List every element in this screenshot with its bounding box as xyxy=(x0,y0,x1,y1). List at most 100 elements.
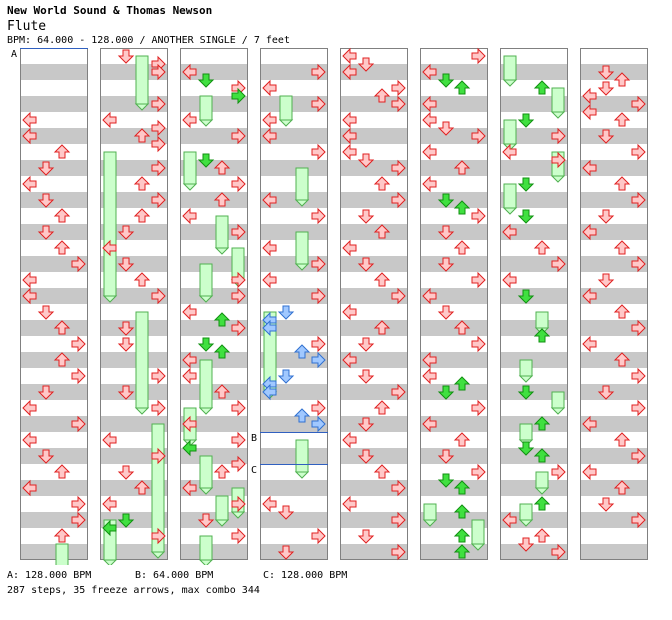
beat-stripe xyxy=(420,416,488,432)
left-arrow-icon xyxy=(502,511,517,529)
beat-stripe xyxy=(20,192,88,208)
beat-stripe xyxy=(500,96,568,112)
down-arrow-icon xyxy=(37,161,55,176)
left-arrow-icon xyxy=(502,223,517,241)
down-arrow-icon xyxy=(357,57,375,72)
up-arrow-icon xyxy=(373,176,391,191)
beat-stripe xyxy=(100,544,168,560)
down-arrow-icon xyxy=(37,449,55,464)
down-arrow-icon xyxy=(357,153,375,168)
down-arrow-icon xyxy=(117,225,135,240)
down-arrow-icon xyxy=(437,193,455,208)
up-arrow-icon xyxy=(453,160,471,175)
beat-stripe xyxy=(500,128,568,144)
beat-stripe xyxy=(260,96,328,112)
left-arrow-icon xyxy=(22,111,37,129)
freeze-arrow-tail xyxy=(294,263,310,271)
freeze-arrow-body xyxy=(135,311,149,409)
beat-stripe xyxy=(100,512,168,528)
down-arrow-icon xyxy=(517,537,535,552)
down-arrow-icon xyxy=(437,449,455,464)
beat-stripe xyxy=(20,160,88,176)
down-arrow-icon xyxy=(517,385,535,400)
up-arrow-icon xyxy=(453,504,471,519)
beat-stripe xyxy=(260,288,328,304)
left-arrow-icon xyxy=(582,463,597,481)
beat-stripe xyxy=(260,64,328,80)
down-arrow-icon xyxy=(597,129,615,144)
down-arrow-icon xyxy=(197,337,215,352)
beat-stripe xyxy=(580,416,648,432)
freeze-arrow-tail xyxy=(422,519,438,527)
beat-stripe xyxy=(580,480,648,496)
freeze-arrow-body xyxy=(295,231,309,265)
left-arrow-icon xyxy=(22,175,37,193)
up-arrow-icon xyxy=(613,72,631,87)
up-arrow-icon xyxy=(453,200,471,215)
freeze-arrow-tail xyxy=(198,295,214,303)
beat-stripe xyxy=(500,224,568,240)
down-arrow-icon xyxy=(437,225,455,240)
bpm-marker-a-text: A: 128.000 BPM xyxy=(7,570,92,581)
beat-stripe xyxy=(20,352,88,368)
right-arrow-icon xyxy=(71,495,86,513)
freeze-arrow-tail xyxy=(278,119,294,127)
right-arrow-icon xyxy=(151,135,166,153)
beat-stripe xyxy=(100,128,168,144)
up-arrow-icon xyxy=(53,528,71,543)
freeze-arrow-body xyxy=(519,359,533,377)
freeze-arrow-tail xyxy=(198,487,214,495)
freeze-arrow-tail xyxy=(102,295,118,303)
freeze-arrow-tail xyxy=(230,511,246,519)
right-arrow-icon xyxy=(311,415,326,433)
beat-stripe xyxy=(100,416,168,432)
left-arrow-icon xyxy=(22,399,37,417)
beat-stripe xyxy=(100,480,168,496)
up-arrow-icon xyxy=(613,352,631,367)
left-arrow-icon xyxy=(422,111,437,129)
freeze-arrow-tail xyxy=(502,79,518,87)
left-arrow-icon xyxy=(182,351,197,369)
down-arrow-icon xyxy=(117,321,135,336)
left-arrow-icon xyxy=(102,519,117,537)
beat-stripe xyxy=(20,320,88,336)
left-arrow-icon xyxy=(262,495,277,513)
up-arrow-icon xyxy=(133,272,151,287)
right-arrow-icon xyxy=(151,367,166,385)
right-arrow-icon xyxy=(471,463,486,481)
left-arrow-icon xyxy=(342,495,357,513)
left-arrow-icon xyxy=(182,207,197,225)
left-arrow-icon xyxy=(582,87,597,105)
up-arrow-icon xyxy=(613,304,631,319)
right-arrow-icon xyxy=(231,175,246,193)
freeze-arrow-body xyxy=(551,87,565,113)
beat-stripe xyxy=(260,544,328,560)
freeze-arrow-tail xyxy=(214,519,230,527)
up-arrow-icon xyxy=(453,528,471,543)
beat-stripe xyxy=(340,320,408,336)
up-arrow-icon xyxy=(533,240,551,255)
right-arrow-icon xyxy=(231,271,246,289)
beat-stripe xyxy=(500,384,568,400)
left-arrow-icon xyxy=(22,271,37,289)
beat-stripe xyxy=(100,64,168,80)
freeze-arrow-body xyxy=(103,151,117,297)
left-arrow-icon xyxy=(582,335,597,353)
down-arrow-icon xyxy=(117,465,135,480)
beat-stripe xyxy=(500,320,568,336)
freeze-arrow-tail xyxy=(198,559,214,565)
beat-stripe xyxy=(340,288,408,304)
freeze-arrow-body xyxy=(199,95,213,121)
chart-column-frame xyxy=(340,48,408,560)
up-arrow-icon xyxy=(133,128,151,143)
down-arrow-icon xyxy=(357,257,375,272)
beat-stripe xyxy=(260,224,328,240)
beat-stripe xyxy=(100,256,168,272)
beat-stripe xyxy=(500,512,568,528)
chart-column-frame xyxy=(260,48,328,560)
left-arrow-icon xyxy=(22,431,37,449)
beat-stripe xyxy=(340,224,408,240)
beat-stripe xyxy=(180,96,248,112)
freeze-arrow-body xyxy=(519,423,533,441)
right-arrow-icon xyxy=(311,527,326,545)
